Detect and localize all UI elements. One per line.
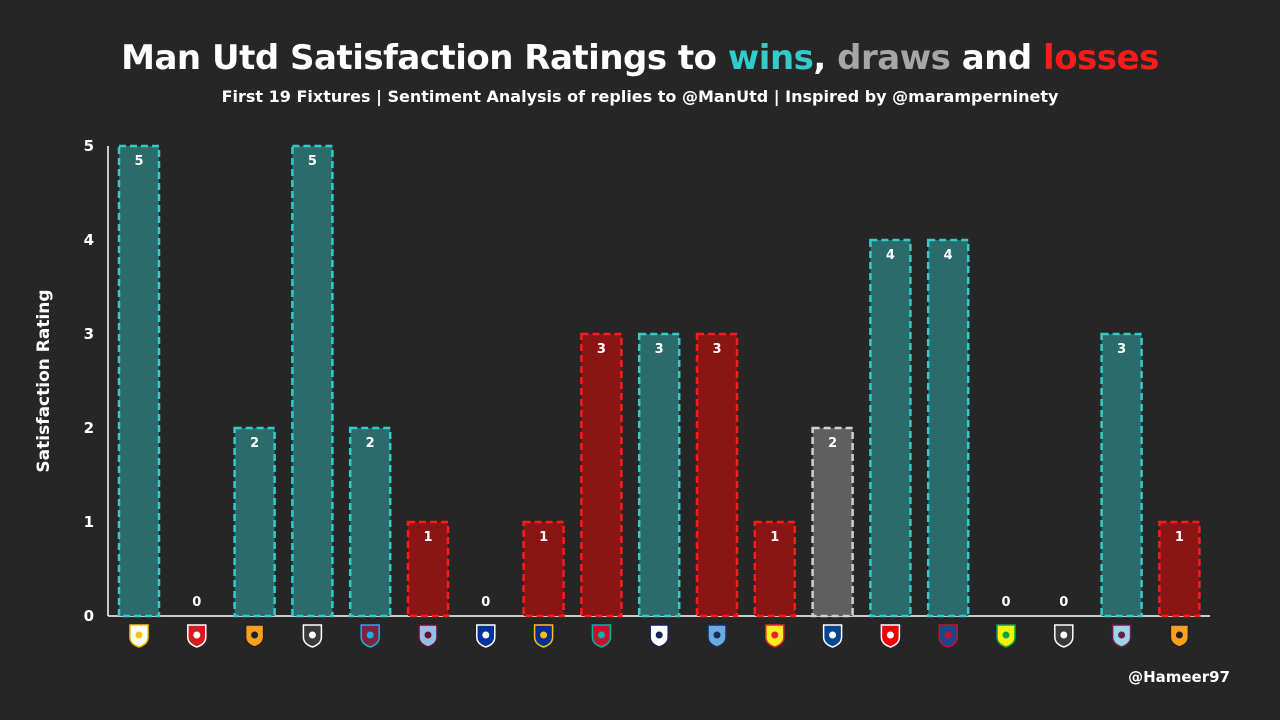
bar-value-label: 1	[539, 530, 548, 545]
bar-loss	[1158, 520, 1201, 618]
man-city-badge-icon	[707, 624, 727, 648]
leeds-badge-icon	[129, 624, 149, 648]
y-tick-label: 5	[84, 137, 94, 155]
title-prefix: Man Utd Satisfaction Ratings to	[121, 38, 728, 78]
bar-value-label: 4	[944, 248, 953, 263]
bar-loss	[753, 520, 797, 618]
title-separator: ,	[813, 38, 838, 78]
arsenal-badge-icon	[880, 624, 901, 648]
bar-win	[117, 144, 161, 618]
y-tick-label: 2	[84, 419, 94, 437]
bar-value-label: 1	[423, 530, 432, 545]
bar-value-label: 0	[1059, 595, 1068, 610]
chart-title: Man Utd Satisfaction Ratings to wins, dr…	[0, 38, 1280, 78]
bar-loss	[406, 520, 450, 618]
bar-win	[233, 426, 276, 618]
bar-win	[637, 332, 681, 618]
chart-subtitle: First 19 Fixtures | Sentiment Analysis o…	[221, 87, 1059, 106]
bar-loss	[580, 332, 623, 618]
bar-win	[1100, 332, 1143, 618]
bar-value-label: 3	[712, 342, 721, 357]
title-wins: wins	[727, 38, 814, 78]
title-separator-and: and	[950, 38, 1044, 78]
bar-value-label: 0	[481, 595, 490, 610]
bar-value-label: 4	[886, 248, 895, 263]
bar-draw	[811, 426, 854, 618]
bar-win	[348, 426, 392, 618]
bar-value-label: 0	[1001, 595, 1010, 610]
leicester-badge-icon	[533, 624, 554, 648]
bar-loss	[695, 332, 739, 618]
team-badges	[129, 624, 1190, 648]
author-credit: @Hameer97	[1128, 668, 1230, 686]
bar-value-label: 0	[192, 595, 201, 610]
norwich-badge-icon	[996, 624, 1016, 648]
bar-win	[926, 238, 970, 618]
newcastle-badge-icon	[302, 624, 323, 648]
everton-badge-icon	[476, 624, 496, 648]
chelsea-badge-icon	[822, 624, 843, 648]
bar-value-label: 2	[366, 436, 375, 451]
crystal-palace-badge-icon	[938, 624, 958, 648]
bar-value-label: 1	[1175, 530, 1184, 545]
bar-loss	[522, 520, 565, 618]
bar-value-label: 3	[1117, 342, 1126, 357]
title-draws: draws	[837, 38, 951, 78]
bar-value-label: 3	[597, 342, 606, 357]
southampton-badge-icon	[187, 624, 207, 648]
bar-win	[869, 238, 912, 618]
bar-value-label: 2	[828, 436, 837, 451]
y-tick-label: 3	[84, 325, 94, 343]
y-axis-label: Satisfaction Rating	[34, 289, 54, 472]
watford-badge-icon	[765, 624, 785, 648]
liverpool-badge-icon	[591, 624, 612, 648]
y-tick-label: 1	[84, 513, 94, 531]
bar-value-label: 5	[308, 154, 317, 169]
bars: 5 0 2 5 2 1 0 1 3 3 3 1 2 4 4 0 0 3 1	[117, 144, 1201, 618]
bar-value-label: 3	[655, 342, 664, 357]
bar-win	[291, 144, 334, 618]
wolves-badge-icon	[244, 624, 265, 648]
aston-villa-badge-icon	[418, 624, 438, 648]
wolves-badge-icon	[1169, 624, 1190, 648]
newcastle-badge-icon	[1054, 624, 1074, 648]
y-tick-label: 0	[84, 607, 94, 625]
burnley-badge-icon	[1111, 624, 1132, 648]
west-ham-badge-icon	[360, 624, 380, 648]
bar-value-label: 5	[134, 154, 143, 169]
tottenham-badge-icon	[649, 624, 669, 648]
bar-value-label: 1	[770, 530, 779, 545]
bar-value-label: 2	[250, 436, 259, 451]
title-losses: losses	[1043, 38, 1159, 78]
y-tick-label: 4	[84, 231, 94, 249]
